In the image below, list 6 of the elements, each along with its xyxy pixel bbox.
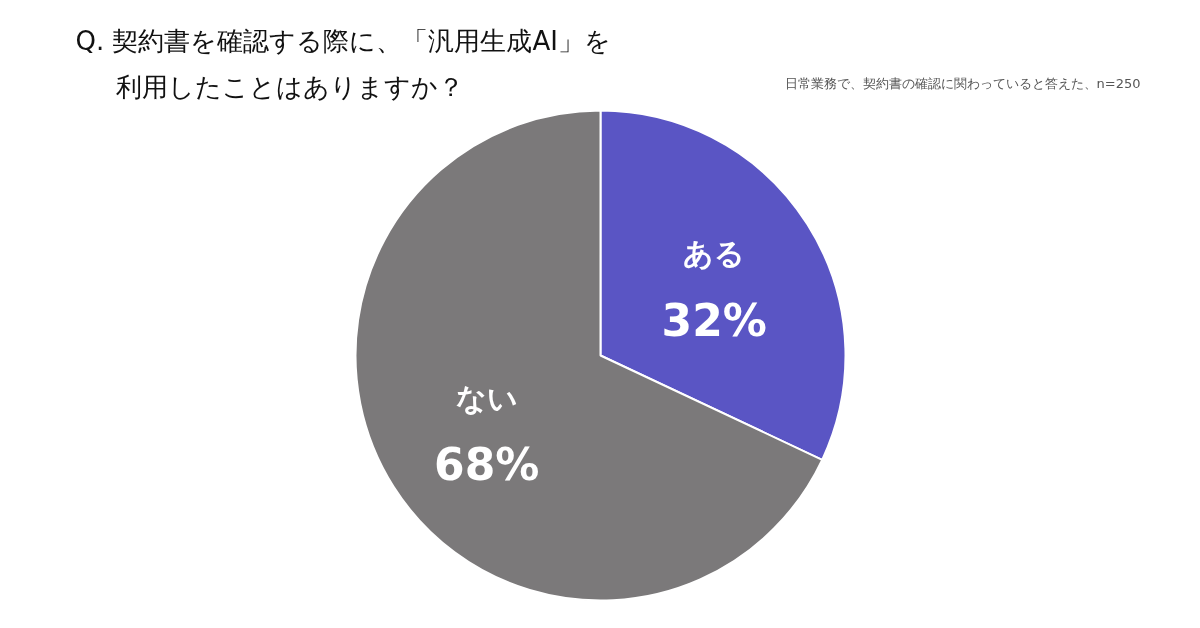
- text: 日常業務で、契約書の確認に関わっていると答えた、n=250: [784, 76, 1141, 91]
- chart-title: Q. 契約書を確認する際に、「汎用生成AI」を利用したことはありますか？: [75, 25, 611, 102]
- slice-label: ある: [683, 236, 746, 272]
- data-label: 32%: [661, 294, 767, 346]
- data-label: 68%: [434, 438, 540, 490]
- slice-label: ない: [455, 380, 518, 416]
